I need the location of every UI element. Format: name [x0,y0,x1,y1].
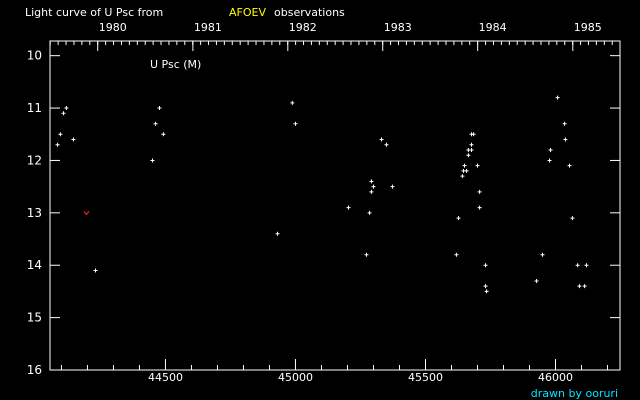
title-source: AFOEV [229,6,266,19]
observation-point [540,252,545,257]
year-tick-label: 1985 [574,21,602,34]
observation-point [460,174,465,179]
title-prefix: Light curve of U Psc from [25,6,163,19]
year-tick-label: 1984 [479,21,507,34]
observation-point [471,132,476,137]
observation-point [555,95,560,100]
observation-point [547,158,552,163]
observation-point [570,216,575,221]
y-tick-label: 11 [27,101,42,115]
observation-point [367,210,372,215]
observation-point [161,132,166,137]
axes: 44500 45000 45500 46000 1980 1981 1982 1983 1984… [27,21,620,384]
observation-point [567,163,572,168]
observation-point [483,284,488,289]
limit-point [83,210,90,216]
y-tick-label: 13 [27,206,42,220]
series-label: U Psc (M) [150,58,201,71]
observation-point [379,137,384,142]
observation-point [469,142,474,147]
observation-point [293,121,298,126]
observation-point [61,111,66,116]
observation-point [369,179,374,184]
observation-point [384,142,389,147]
y-tick-label: 16 [27,363,42,377]
observation-point [469,147,474,152]
observation-point [475,163,480,168]
data-marks [55,95,589,294]
observation-point [150,158,155,163]
x-tick-label: 45000 [278,371,313,384]
year-tick-label: 1982 [289,21,317,34]
observation-point [582,284,587,289]
observation-point [584,263,589,268]
y-tick-label: 15 [27,311,42,325]
observation-point [575,263,580,268]
y-tick-label: 10 [27,49,42,63]
title-suffix: observations [274,6,345,19]
observation-point [562,121,567,126]
x-tick-label: 45500 [408,371,443,384]
observation-point [454,252,459,257]
observation-point [58,132,63,137]
y-tick-label: 14 [27,258,42,272]
credit-text: drawn by ooruri [531,387,618,400]
observation-point [371,184,376,189]
x-tick-label: 44500 [148,371,183,384]
y-tick-label: 12 [27,153,42,167]
observation-point [483,263,488,268]
x-tick-label: 46000 [538,371,573,384]
observation-point [55,142,60,147]
observation-point [464,168,469,173]
observation-point [484,289,489,294]
year-tick-label: 1980 [99,21,127,34]
observation-point [369,189,374,194]
observation-point [534,278,539,283]
year-tick-label: 1983 [384,21,412,34]
observation-point [456,216,461,221]
observation-point [290,100,295,105]
observation-point [153,121,158,126]
observation-point [477,205,482,210]
observation-point [93,268,98,273]
year-tick-label: 1981 [194,21,222,34]
observation-point [477,189,482,194]
observation-point [346,205,351,210]
plot-frame [49,40,621,371]
observation-point [466,153,471,158]
observation-point [577,284,582,289]
observation-point [71,137,76,142]
observation-point [157,106,162,111]
observation-point [563,137,568,142]
observation-point [64,106,69,111]
observation-point [364,252,369,257]
observation-point [548,147,553,152]
observation-point [390,184,395,189]
observation-point [462,163,467,168]
observation-point [275,231,280,236]
